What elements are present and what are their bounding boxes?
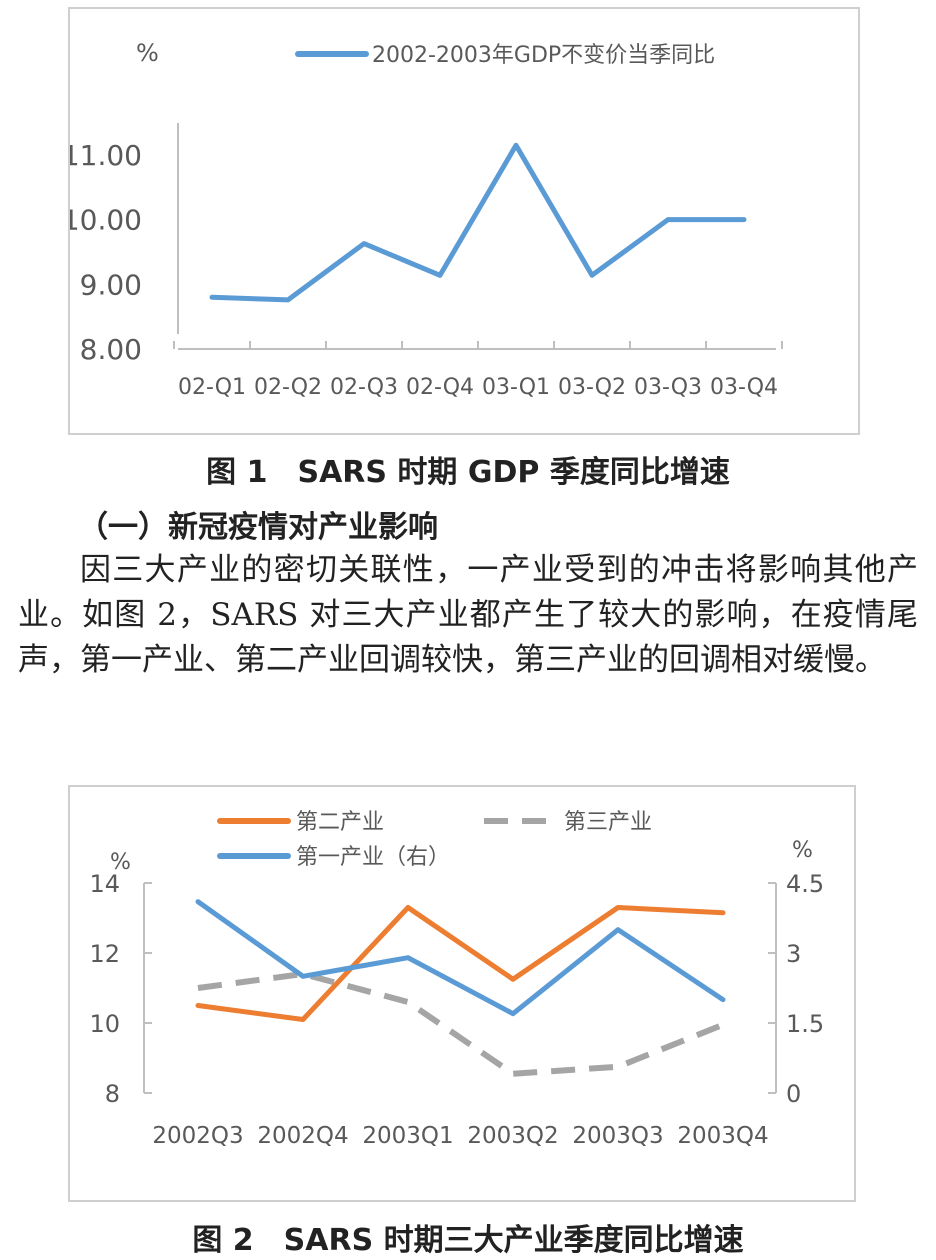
chart-2-legend-label-1: 第二产业 (296, 810, 384, 835)
chart-2-x-tick-label: 2003Q4 (677, 1123, 768, 1149)
chart-2-right-tick-label: 3 (786, 940, 801, 968)
chart-2-series-line-3 (195, 899, 726, 1017)
chart-1-svg: % 8.00 9.00 10.00 11.00 02-Q1 02-Q2 02-Q3 02-Q4 0… (70, 39, 783, 400)
chart-2-legend-label-3: 第一产业（右） (296, 845, 450, 870)
chart-1-x-tick-label: 03-Q4 (710, 375, 778, 400)
chart-1-y-tick-label: 9.00 (80, 268, 142, 301)
chart-2-series-line-1 (195, 905, 726, 1022)
chart-2-series-line-2 (197, 971, 725, 1077)
chart-1-x-tick-label: 02-Q1 (178, 375, 246, 400)
chart-2-x-tick-label: 2003Q2 (467, 1123, 558, 1149)
chart-1-series-line (209, 142, 747, 303)
chart-2-x-tick-label: 2003Q1 (362, 1123, 453, 1149)
chart-1-legend-label: 2002-2003年GDP不变价当季同比 (372, 43, 715, 68)
chart-1-unit-label: % (136, 39, 159, 67)
chart-2-panel: 8 10 12 14 0 1.5 3 4.5%% 2002Q3 2002Q4 2003Q1 2003Q… (68, 785, 856, 1202)
chart-2-x-tick-label: 2003Q3 (572, 1123, 663, 1149)
figure-2-caption: 图 2 SARS 时期三大产业季度同比增速 (192, 1223, 744, 1258)
chart-2-svg: 8 10 12 14 0 1.5 3 4.5% % 2002Q3 2002Q4 2003Q1 2003Q… (89, 810, 824, 1149)
chart-2-x-tick-label: 2002Q3 (152, 1123, 243, 1149)
chart-1-x-tick-label: 03-Q2 (558, 375, 626, 400)
chart-2-left-tick-label: 10 (89, 1010, 120, 1038)
chart-2-left-tick-label: 12 (89, 940, 120, 968)
chart-1-x-tick-label: 02-Q2 (254, 375, 322, 400)
chart-2-x-tick-label: 2002Q4 (257, 1123, 348, 1149)
chart-1-y-tick-label: 10.00 (70, 204, 142, 237)
chart-2-left-tick-label: 8 (105, 1080, 120, 1108)
figure-1-caption: 图 1 SARS 时期 GDP 季度同比增速 (206, 455, 730, 490)
chart-2-right-tick-label: 4.5 (786, 870, 824, 898)
chart-1-panel: % 8.00 9.00 10.00 11.00 02-Q1 02-Q2 02-Q3 02-Q4 0… (68, 7, 860, 435)
chart-1-y-tick-label: 11.00 (70, 139, 142, 172)
chart-1-x-tick-label: 02-Q4 (406, 375, 474, 400)
chart-2-right-tick-label: 1.5 (786, 1010, 824, 1038)
chart-1-x-tick-label: 02-Q3 (330, 375, 398, 400)
chart-2-right-tick-label: 0 (786, 1080, 801, 1108)
body-paragraph: 因三大产业的密切关联性，一产业受到的冲击将影响其他产业。如图 2，SARS 对三… (18, 552, 918, 678)
chart-1-x-tick-label: 03-Q3 (634, 375, 702, 400)
chart-1-y-tick-label: 8.00 (80, 333, 142, 366)
section-heading: （一）新冠疫情对产业影响 (78, 510, 438, 545)
chart-2-left-tick-label: 14 (89, 870, 120, 898)
chart-2-right-unit-label: % (792, 838, 813, 863)
chart-2-legend-label-2: 第三产业 (564, 810, 652, 835)
chart-2-left-unit-label: % (110, 850, 131, 875)
chart-1-x-tick-label: 03-Q1 (482, 375, 550, 400)
